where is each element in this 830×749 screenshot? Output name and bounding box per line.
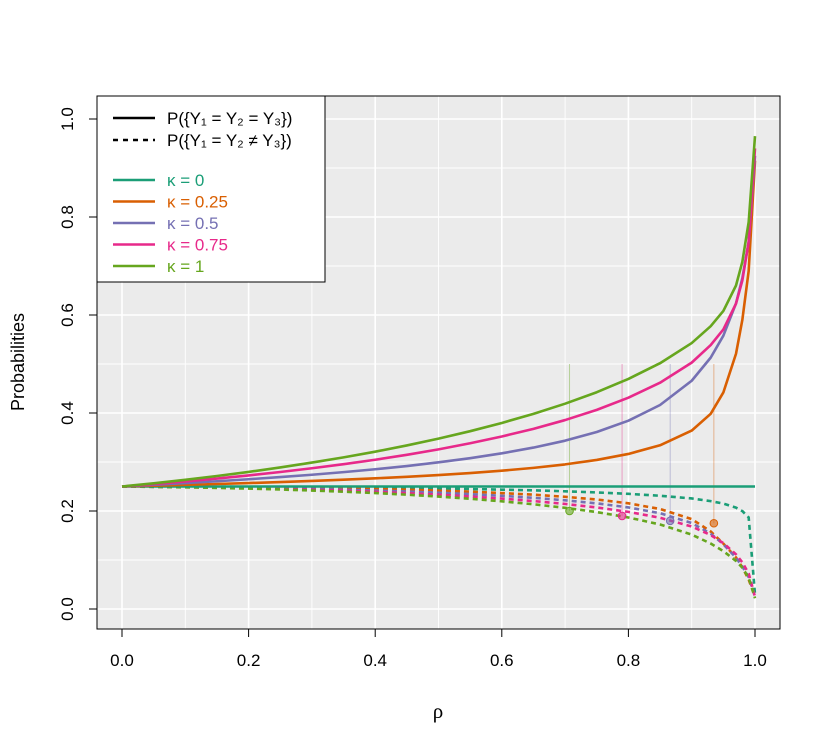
- series-marker: [665, 516, 675, 526]
- curves: [121, 136, 757, 599]
- y-axis: 0.0 0.2 0.4 0.6 0.8 1.0: [58, 107, 97, 621]
- legend-series-label: κ = 1: [167, 257, 204, 276]
- y-tick-label: 0.4: [58, 401, 77, 425]
- y-tick-label: 0.8: [58, 205, 77, 229]
- x-tick-label: 1.0: [743, 651, 767, 670]
- y-axis-title: Probabilities: [8, 313, 28, 411]
- x-tick-label: 0.6: [490, 651, 514, 670]
- plot-border: [96, 95, 781, 630]
- legend-series-label: κ = 0.5: [167, 214, 219, 233]
- x-tick-label: 0.0: [110, 651, 134, 670]
- y-tick-label: 1.0: [58, 107, 77, 131]
- series-solid-line: [121, 148, 757, 488]
- series-marker: [565, 506, 574, 516]
- series-marker: [709, 518, 719, 528]
- legend-series-label: κ = 0: [167, 171, 204, 190]
- legend-series-label: κ = 0.75: [167, 236, 228, 255]
- x-tick-label: 0.4: [363, 651, 387, 670]
- legend-dotted-label: P({Y₁ = Y₂ ≠ Y₃}): [167, 131, 292, 150]
- legend-solid-label: P({Y₁ = Y₂ = Y₃}): [167, 109, 292, 128]
- y-tick-label: 0.2: [58, 499, 77, 523]
- y-tick-label: 0.6: [58, 303, 77, 327]
- series-dotted-line: [121, 485, 757, 599]
- markers: [565, 506, 719, 528]
- legend: P({Y₁ = Y₂ = Y₃}) P({Y₁ = Y₂ ≠ Y₃}) κ = …: [96, 95, 326, 283]
- legend-series-label: κ = 0.25: [167, 193, 228, 212]
- x-axis-title: ρ: [433, 699, 443, 723]
- series-solid-line: [121, 155, 757, 488]
- legend-series: κ = 0 κ = 0.25 κ = 0.5 κ = 0.75 κ = 1: [113, 171, 228, 276]
- x-tick-label: 0.2: [237, 651, 261, 670]
- series-marker: [617, 511, 627, 521]
- series-solid-line: [121, 160, 757, 488]
- legend-box: [96, 95, 326, 283]
- series-solid-line: [121, 136, 757, 488]
- x-tick-label: 0.8: [617, 651, 641, 670]
- x-axis: 0.0 0.2 0.4 0.6 0.8 1.0: [110, 629, 767, 670]
- y-tick-label: 0.0: [58, 597, 77, 621]
